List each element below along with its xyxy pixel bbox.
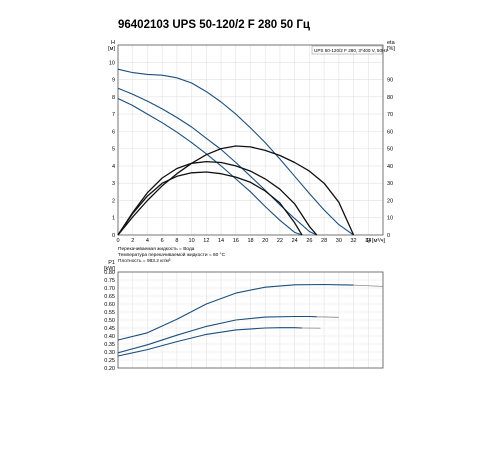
efficiency-curve-3 [117,145,355,236]
top-x-tick-label: 26 [306,238,312,244]
top-y2-tick-label: 60 [387,129,393,135]
top-y-tick-label: 1 [112,216,115,222]
page-title: 96402103 UPS 50-120/2 F 280 50 Гц [118,19,310,31]
power-curve-0 [117,283,354,341]
top-y2-tick-label: 80 [387,95,393,101]
top-note: Плотность = 983.2 кг/м³ [118,258,171,264]
top-y-tick-label: 8 [112,95,115,101]
top-y-tick-label: 6 [112,129,115,135]
top-x-tick-label: 14 [218,238,224,244]
top-x-tick-label: 10 [189,238,195,244]
top-y-tick-label: 2 [112,198,115,204]
top-plot-frame [117,44,384,236]
bottom-y-tick-label: 0.65 [104,294,115,300]
top-x-tick-label: 30 [336,238,342,244]
top-y2-tick-label: 70 [387,112,393,118]
top-y2-tick-label: 40 [387,164,393,170]
head-curve-2 [117,98,303,236]
bottom-y-tick-label: 0.60 [104,302,115,308]
bottom-y-tick-label: 0.40 [104,334,115,340]
top-y2-tick-label: 30 [387,181,393,187]
top-y-tick-label: 9 [112,78,115,84]
top-y2-tick-label: 10 [387,216,393,222]
top-y2label-unit: [%] [387,46,395,52]
top-y-tick-label: 7 [112,112,115,118]
top-x-tick-label: 16 [233,238,239,244]
top-y2-tick-label: 20 [387,198,393,204]
bottom-ylabel: P1 [108,260,115,266]
top-x-tick-label: 6 [161,238,164,244]
top-legend-box [311,45,383,55]
power-curve-tail-1 [316,316,339,318]
bottom-y-tick-label: 0.25 [104,358,115,364]
top-x-tick-label: 2 [131,238,134,244]
top-x-tick-label: 28 [321,238,327,244]
top-y2label: eta [387,40,396,46]
efficiency-curve-4 [117,160,318,236]
top-x-tick-label: 8 [175,238,178,244]
bottom-y-tick-label: 0.35 [104,342,115,348]
bottom-plot-frame [117,271,384,369]
head-curve-0 [117,68,354,236]
top-xlabel: Q [м³/ч] [366,238,385,244]
power-curve-tail-0 [353,284,384,287]
top-y-tick-label: 5 [112,147,115,153]
bottom-y-tick-label: 0.50 [104,318,115,324]
head-curve-1 [117,87,318,236]
bottom-y-tick-label: 0.75 [104,278,115,284]
bottom-y-tick-label: 0.55 [104,310,115,316]
top-x-tick-label: 34 [365,238,371,244]
bottom-y-tick-label: 0.20 [104,366,115,372]
top-x-tick-label: 22 [277,238,283,244]
top-note: Перекачиваемая жидкость = Вода [118,246,195,252]
top-y-tick-label: 0 [112,233,115,239]
top-y-tick-label: 3 [112,181,115,187]
top-y-tick-label: 4 [112,164,115,170]
top-y2-tick-label: 0 [387,233,390,239]
power-curve-1 [117,315,317,354]
bottom-y-tick-label: 0.80 [104,270,115,276]
efficiency-curve-5 [117,171,303,236]
top-y2-tick-label: 90 [387,78,393,84]
top-x-tick-label: 32 [350,238,356,244]
top-x-tick-label: 24 [292,238,298,244]
top-x-tick-label: 18 [247,238,253,244]
top-y-tick-label: 10 [109,60,115,66]
top-ylabel: H [111,40,115,46]
top-y2-tick-label: 50 [387,147,393,153]
top-ylabel-unit: [м] [108,46,115,52]
bottom-y-tick-label: 0.45 [104,326,115,332]
top-note: Температура перекачиваемой жидкости = 60… [118,251,226,258]
top-x-tick-label: 20 [262,238,268,244]
top-x-tick-label: 12 [203,238,209,244]
top-x-tick-label: 0 [116,238,119,244]
bottom-y-tick-label: 0.30 [104,350,115,356]
power-curve-2 [117,327,303,357]
top-legend-text: UPS 50-120/2 F 280, 3*400 V, 50Hz [314,48,388,53]
bottom-ylabel-unit: [kW] [104,266,115,272]
top-x-tick-label: 4 [146,238,149,244]
bottom-y-tick-label: 0.70 [104,286,115,292]
